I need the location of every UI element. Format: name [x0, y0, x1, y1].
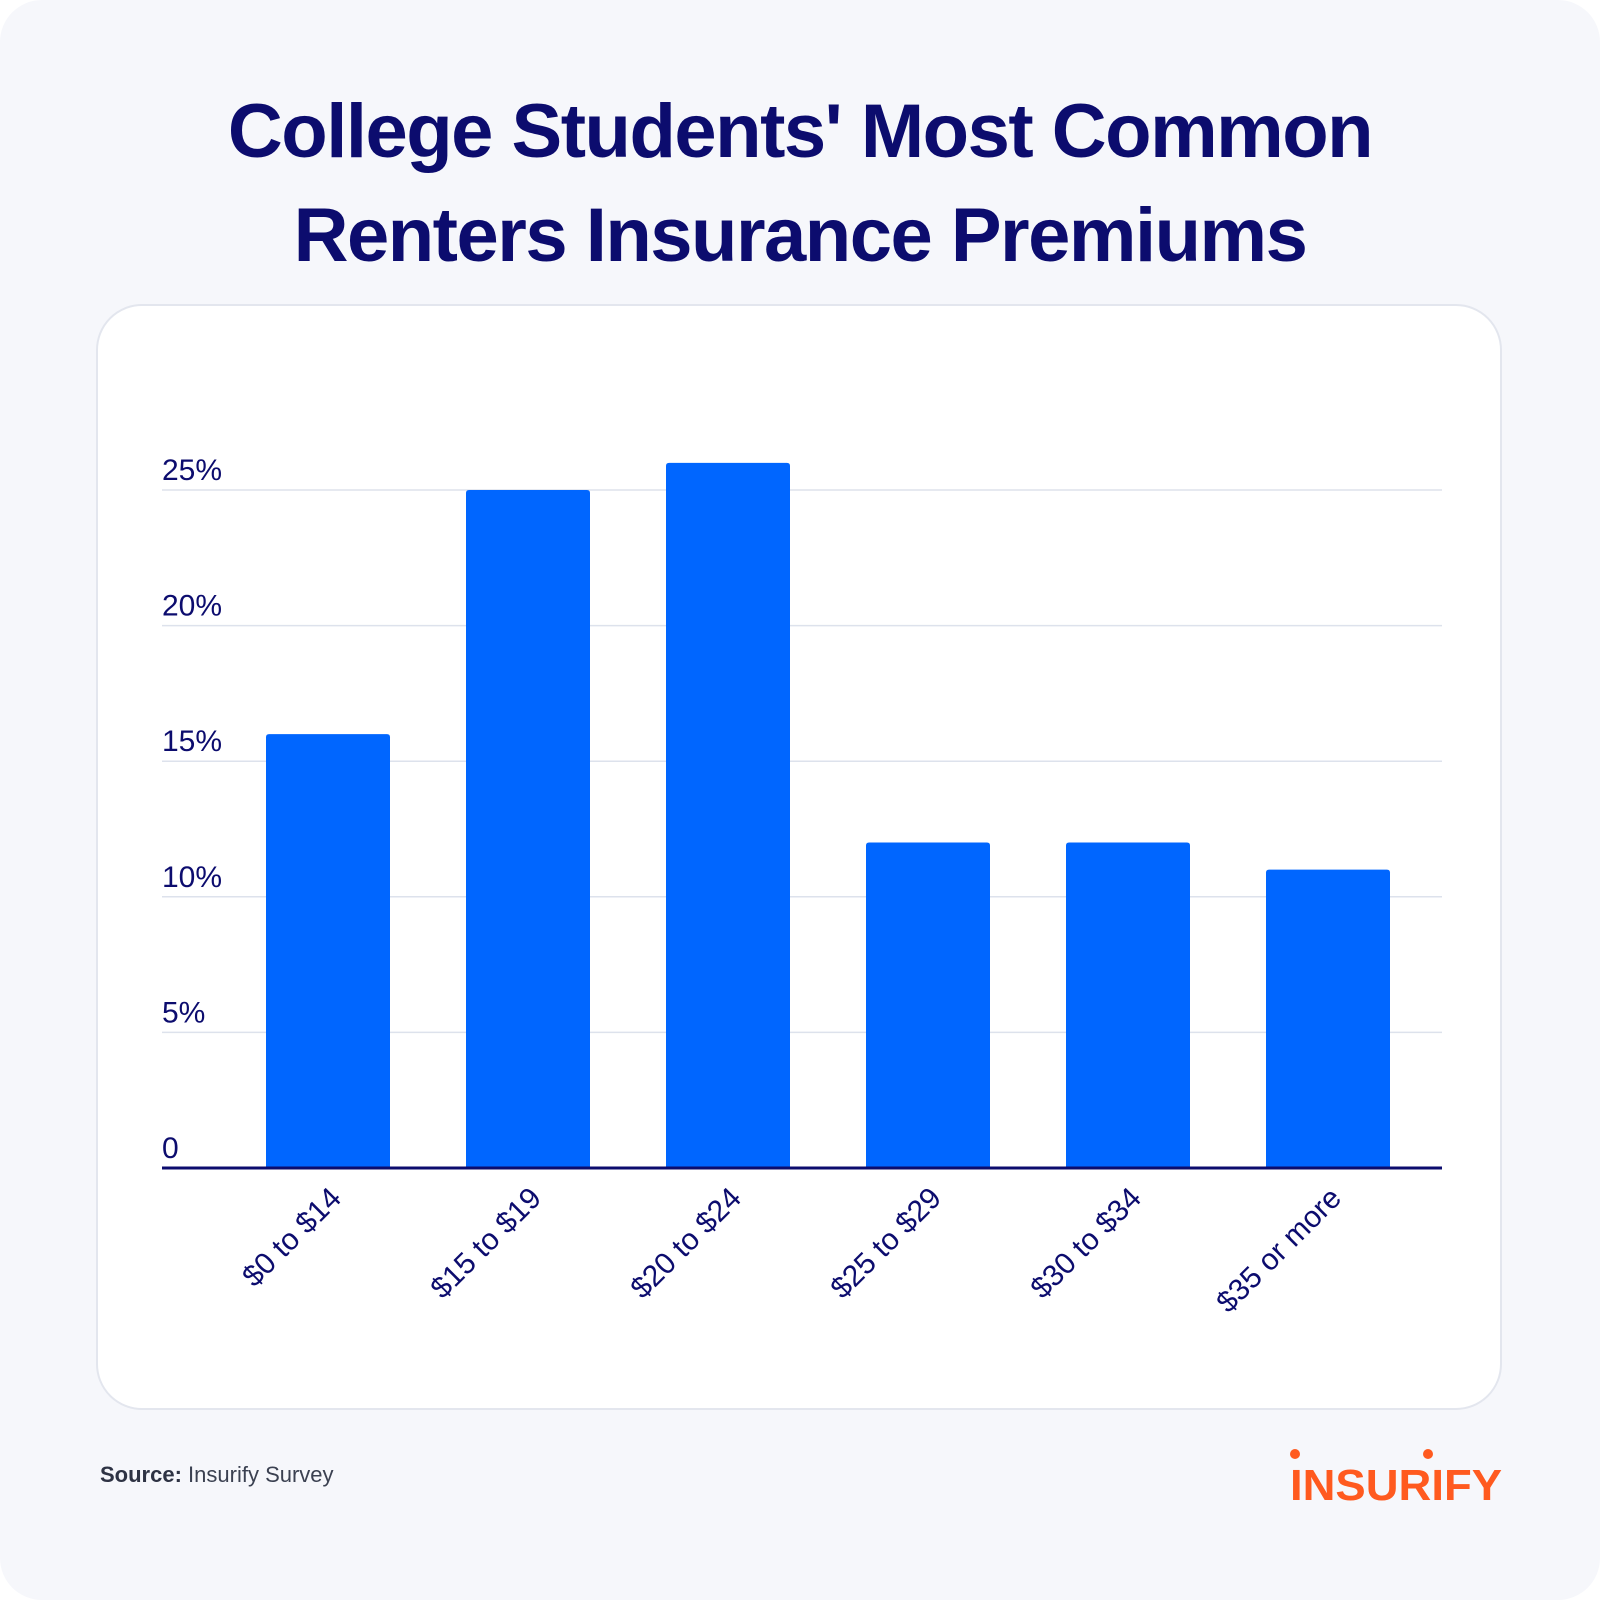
- bar: [866, 842, 990, 1168]
- x-tick-label: $25 to $29: [824, 1181, 948, 1305]
- y-tick-label: 25%: [162, 454, 222, 487]
- bar: [466, 490, 590, 1168]
- x-tick-label: $15 to $19: [424, 1181, 548, 1305]
- logo-wordmark: INSURIFY: [1290, 1461, 1502, 1510]
- bar-chart: 0 5% 10% 15% 20% 25% $0 to $14 $15 to $19 $20 to…: [162, 454, 1442, 1319]
- title-line-1: College Students' Most Common: [227, 89, 1374, 174]
- x-tick-label: $0 to $14: [236, 1181, 348, 1293]
- bar: [1066, 842, 1190, 1168]
- source-label: Source:: [100, 1462, 182, 1487]
- y-tick-label: 5%: [162, 996, 205, 1029]
- source-text: Insurify Survey: [188, 1462, 334, 1487]
- title-line-2: Renters Insurance Premiums: [293, 193, 1308, 278]
- chart-title: College Students' Most Common Renters In…: [0, 80, 1600, 288]
- source-note: Source: Insurify Survey: [100, 1462, 334, 1488]
- y-tick-label: 20%: [162, 590, 222, 623]
- y-tick-label: 10%: [162, 861, 222, 894]
- x-tick-label: $30 to $34: [1024, 1181, 1148, 1305]
- y-tick-label: 15%: [162, 725, 222, 758]
- y-tick-label: 0: [162, 1132, 179, 1165]
- bar: [266, 734, 390, 1168]
- bar: [666, 462, 790, 1168]
- x-tick-label: $20 to $24: [624, 1181, 748, 1305]
- chart-card: 0 5% 10% 15% 20% 25% $0 to $14 $15 to $19 $20 to…: [96, 304, 1502, 1410]
- logo-dot: [1290, 1449, 1300, 1459]
- insurify-logo: INSURIFY: [1290, 1449, 1502, 1510]
- bar: [1266, 869, 1390, 1168]
- x-tick-label: $35 or more: [1210, 1181, 1348, 1319]
- logo-dot: [1423, 1449, 1433, 1459]
